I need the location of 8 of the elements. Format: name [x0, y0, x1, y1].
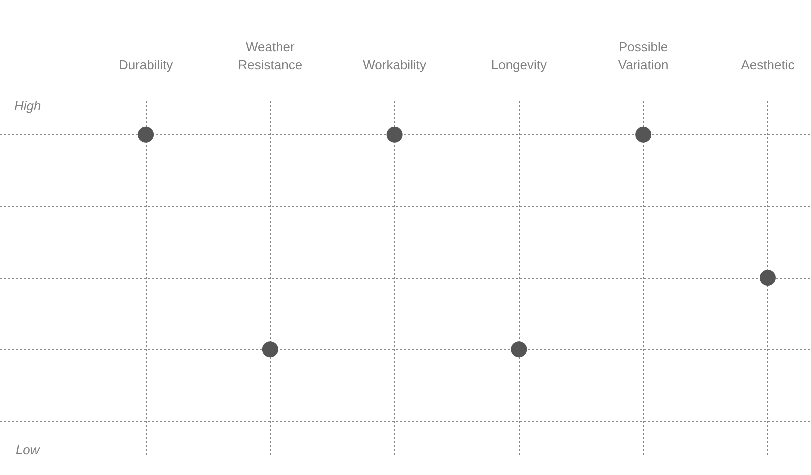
- text: High: [14, 98, 42, 114]
- x-tick-label: Longevity: [491, 58, 548, 72]
- x-tick-label: Workability: [363, 58, 427, 72]
- x-tick-label: Possible Variation: [618, 40, 669, 72]
- x-tick-label: Durability: [118, 58, 174, 72]
- text: Low: [16, 442, 42, 458]
- x-tick-label: Aesthetic: [741, 58, 796, 72]
- x-tick-label: Weather Resistance: [238, 40, 303, 72]
